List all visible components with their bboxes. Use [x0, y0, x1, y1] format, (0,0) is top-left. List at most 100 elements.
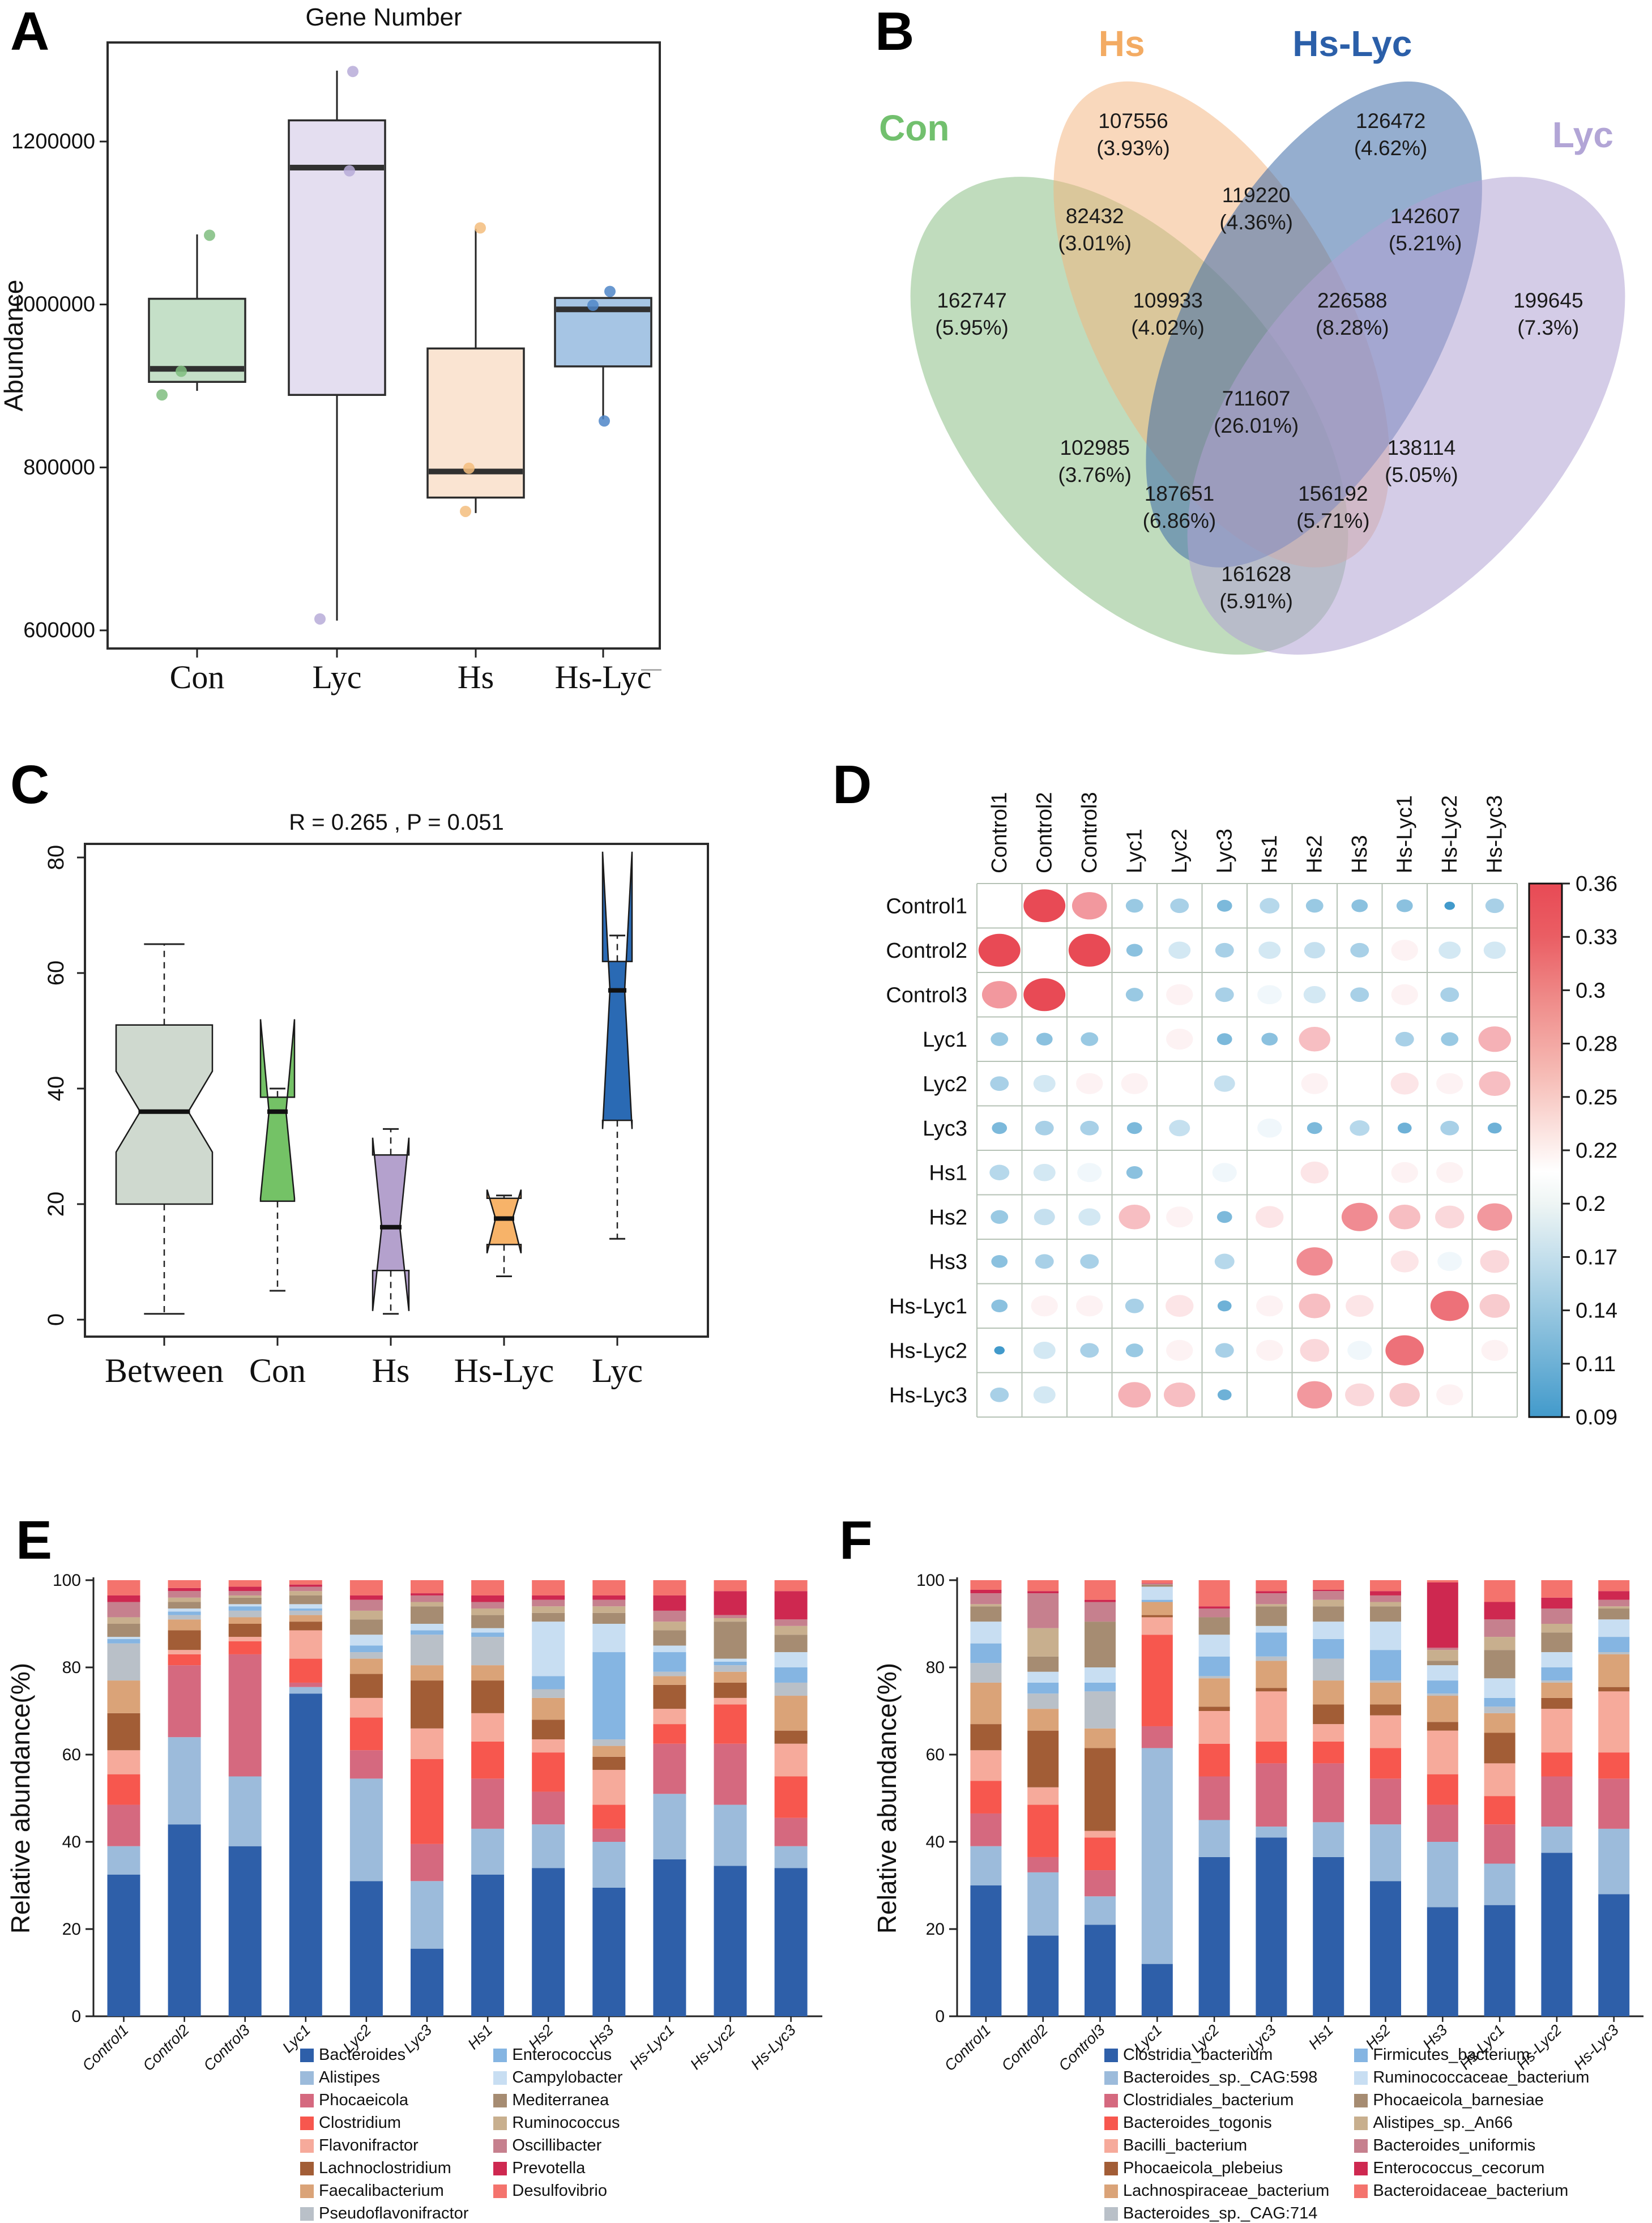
corr-ellipse	[1347, 1341, 1372, 1360]
bar-segment-Bacteroides_sp._CAG:714	[1256, 1656, 1287, 1661]
corr-ellipse	[1389, 1205, 1420, 1230]
bar-segment-Alistipes	[289, 1687, 322, 1694]
x-category-label: Hs-Lyc1	[626, 2021, 678, 2073]
bar-segment-Firmicutes_bacterium	[1313, 1639, 1344, 1659]
bar-segment-Faecalibacterium	[714, 1671, 747, 1683]
bar-segment-Flavonifractor	[349, 1697, 383, 1718]
legend-item: Bacteroides_togonis	[1104, 2114, 1329, 2132]
venn-region-value: 226588	[1317, 288, 1388, 312]
bar-segment-Phocaeicola_barnesiae	[1198, 1617, 1230, 1635]
legend-item: Mediterranea	[493, 2091, 622, 2110]
bar-segment-Clostridiales_bacterium	[1427, 1804, 1458, 1842]
bar-segment-Bacilli_bacterium	[1484, 1763, 1516, 1797]
corr-ellipse	[1217, 1389, 1232, 1401]
venn-set-label-Lyc: Lyc	[1552, 114, 1613, 156]
jitter-point	[460, 505, 471, 517]
bar-segment-Bacteroides_uniformis	[1541, 1608, 1573, 1624]
corr-ellipse	[1479, 1294, 1510, 1318]
bar-segment-Bacteroidaceae_bacterium	[1427, 1580, 1458, 1582]
bar-segment-Enterococcus_cecorum	[1141, 1583, 1173, 1584]
corr-ellipse	[1033, 1341, 1056, 1359]
bar-segment-Lachnoclostridium	[107, 1713, 140, 1751]
bar-segment-Firmicutes_bacterium	[1027, 1682, 1059, 1694]
legend-label: Bacteroides	[319, 2046, 406, 2064]
panel-c-title: R = 0.265 , P = 0.051	[289, 810, 504, 835]
bar-segment-Oscillibacter	[653, 1610, 686, 1622]
venn-region-Hs: 107556 (3.93%)	[1096, 108, 1170, 162]
bar-segment-Lachnospiraceae_bacterium	[1313, 1680, 1344, 1705]
corr-ellipse	[1033, 1074, 1056, 1093]
bar-segment-Clostridiales_bacterium	[1370, 1778, 1401, 1825]
legend-swatch	[1354, 2161, 1368, 2175]
bar-segment-Prevotella	[107, 1595, 140, 1602]
corr-ellipse	[1435, 1205, 1465, 1228]
bar-segment-Ruminococcaceae_bacterium	[1313, 1622, 1344, 1639]
bar-segment-Mediterranea	[714, 1622, 747, 1659]
venn-region-value: 156192	[1298, 481, 1368, 505]
bar-segment-Ruminococcus	[349, 1610, 383, 1620]
x-category-label: Con	[170, 659, 225, 696]
corr-ellipse	[1072, 892, 1107, 920]
plot-frame-c	[84, 843, 709, 1338]
venn-region-value: 82432	[1065, 204, 1124, 228]
x-category-label: Control3	[200, 2021, 253, 2074]
bar-segment-Bacteroides_sp._CAG:714	[1541, 1680, 1573, 1683]
bar-segment-Bacilli_bacterium	[1598, 1691, 1630, 1753]
bar-segment-Bacteroides_sp._CAG:598	[1085, 1896, 1116, 1925]
legend-item: Prevotella	[493, 2159, 622, 2178]
bar-segment-Bacteroides_uniformis	[1198, 1608, 1230, 1618]
legend-item: Enterococcus_cecorum	[1354, 2159, 1589, 2178]
col-label: Hs2	[1303, 835, 1326, 873]
bar-segment-Enterococcus	[714, 1661, 747, 1666]
corr-ellipse	[1164, 1383, 1196, 1407]
venn-region-Con-Hs-Hs-Lyc-Lyc: 711607 (26.01%)	[1214, 385, 1299, 440]
bar-segment-Ruminococcus	[714, 1618, 747, 1622]
corr-ellipse	[1217, 1300, 1232, 1312]
legend-label: Bacteroides_togonis	[1123, 2114, 1272, 2132]
legend-column: Enterococcus Campylobacter Mediterranea Rum…	[493, 2046, 622, 2223]
legend-swatch	[300, 2093, 314, 2107]
corr-ellipse	[1126, 1166, 1143, 1179]
bar-segment-Firmicutes_bacterium	[1541, 1667, 1573, 1681]
jitter-point	[475, 222, 486, 234]
bar-segment-Clostridium	[228, 1641, 262, 1654]
bar-segment-Bacteroides_uniformis	[1141, 1584, 1173, 1585]
y-tick-label: 1000000	[11, 293, 95, 317]
corr-ellipse	[1125, 1343, 1143, 1358]
bar-segment-Lachnoclostridium	[653, 1684, 686, 1709]
corr-ellipse	[1118, 1382, 1151, 1408]
bar-segment-Desulfovibrio	[471, 1580, 505, 1595]
legend-item: Clostridium	[300, 2114, 468, 2132]
row-label: Control2	[886, 939, 967, 963]
bar-segment-Bacilli_bacterium	[1141, 1617, 1173, 1635]
bar-segment-Desulfovibrio	[411, 1580, 443, 1594]
bar-segment-Bacteroides_togonis	[1427, 1774, 1458, 1805]
bar-segment-Oscillibacter	[289, 1586, 322, 1591]
legend-item: Clostridiales_bacterium	[1104, 2091, 1329, 2110]
bar-segment-Mediterranea	[774, 1635, 808, 1653]
row-label: Hs3	[929, 1250, 967, 1274]
bar-segment-Mediterranea	[349, 1619, 383, 1635]
legend-label: Bacteroides_sp._CAG:598	[1123, 2068, 1318, 2087]
corr-ellipse	[1345, 1383, 1374, 1406]
bar-segment-Clostridium	[107, 1774, 140, 1805]
legend-label: Prevotella	[512, 2159, 586, 2177]
y-tick-label: 60	[926, 1746, 945, 1764]
bar-segment-Campylobacter	[592, 1624, 626, 1653]
corr-ellipse	[1300, 1161, 1329, 1184]
row-label: Hs-Lyc1	[889, 1295, 967, 1319]
bar-segment-Lachnospiraceae_bacterium	[1541, 1682, 1573, 1698]
corr-ellipse	[1440, 1120, 1459, 1136]
legend-label: Bacilli_bacterium	[1123, 2136, 1248, 2154]
bar-segment-Ruminococcaceae_bacterium	[1256, 1625, 1287, 1633]
bar-segment-Faecalibacterium	[653, 1676, 686, 1685]
bar-segment-Ruminococcaceae_bacterium	[1484, 1678, 1516, 1698]
bar-segment-Clostridiales_bacterium	[1256, 1763, 1287, 1827]
bar-segment-Bacteroides_togonis	[1256, 1741, 1287, 1764]
bar-segment-Lachnospiraceae_bacterium	[1027, 1709, 1059, 1731]
corr-ellipse	[1167, 1251, 1193, 1271]
venn-region-Con: 162747 (5.95%)	[935, 287, 1009, 342]
bar-segment-Desulfovibrio	[592, 1580, 626, 1595]
corr-ellipse	[1166, 1295, 1194, 1317]
bar-segment-Lachnoclostridium	[228, 1624, 262, 1637]
